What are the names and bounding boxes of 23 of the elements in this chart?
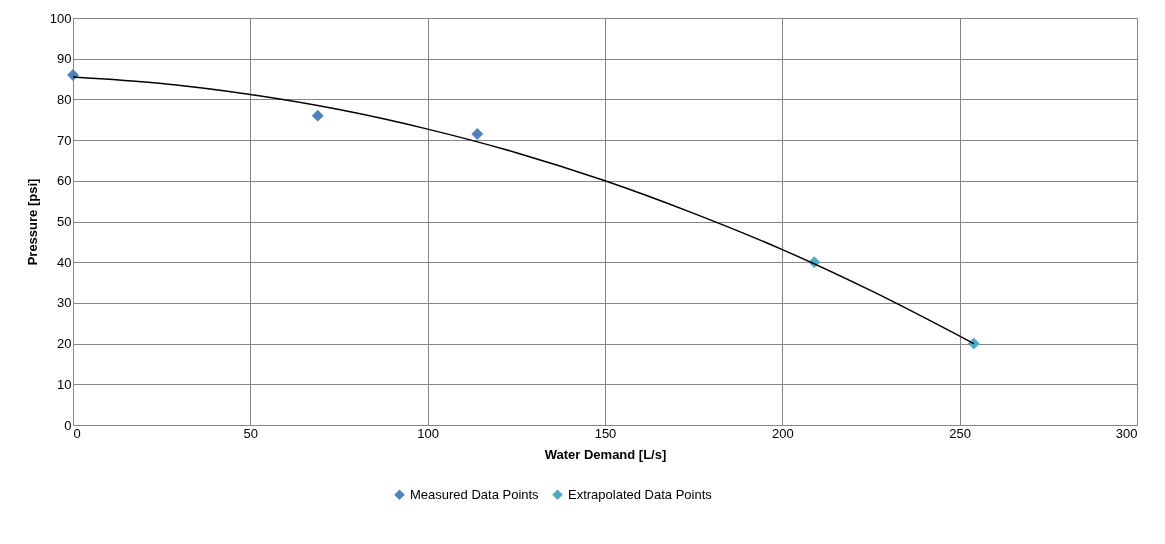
legend-label: Extrapolated Data Points xyxy=(568,486,713,502)
point xyxy=(967,337,980,350)
y-tick-label: 80 xyxy=(57,91,72,107)
x-axis-title: Water Demand [L/s] xyxy=(544,446,667,462)
y-tick-label: 10 xyxy=(57,376,72,392)
legend-label: Measured Data Points xyxy=(410,486,540,502)
x-tick-label: 50 xyxy=(243,425,259,441)
y-tick-label: 50 xyxy=(57,214,72,229)
x-tick-label: 300 xyxy=(1115,425,1138,441)
x-tick-label: 200 xyxy=(771,425,794,441)
x-tick-label: 150 xyxy=(594,425,617,441)
point xyxy=(311,109,324,122)
y-axis-title: Pressure [psi] xyxy=(24,178,40,266)
x-tick-label: 100 xyxy=(417,425,440,441)
y-tick-label: 70 xyxy=(57,132,72,148)
y-tick-label: 60 xyxy=(57,173,72,189)
x-tick-label: 250 xyxy=(949,425,972,441)
point xyxy=(471,128,484,140)
y-tick-label: 90 xyxy=(57,51,72,67)
y-tick-label: 30 xyxy=(57,295,72,311)
y-tick-label: 20 xyxy=(57,336,72,352)
y-tick-label: 100 xyxy=(49,10,72,26)
y-tick-label: 40 xyxy=(57,254,72,270)
